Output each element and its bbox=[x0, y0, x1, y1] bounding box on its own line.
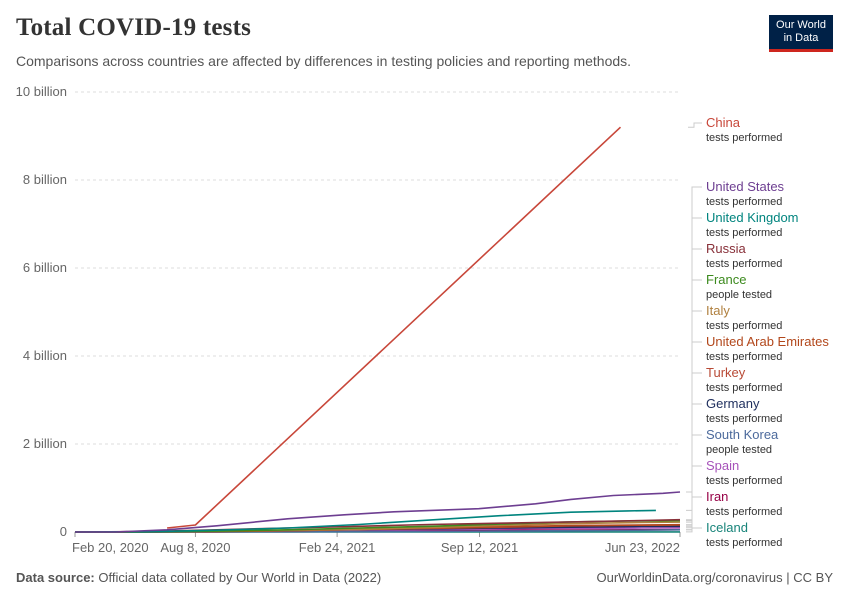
x-tick-label: Feb 24, 2021 bbox=[299, 540, 376, 555]
legend[interactable]: China tests performed United States tests p… bbox=[706, 115, 829, 549]
owid-logo[interactable]: Our World in Data bbox=[769, 15, 833, 52]
legend-connector-united-states bbox=[686, 186, 702, 493]
x-tick-label: Aug 8, 2020 bbox=[160, 540, 230, 555]
license-text: | CC BY bbox=[786, 570, 833, 585]
y-tick-label: 10 billion bbox=[16, 84, 67, 99]
legend-label-south-korea[interactable]: South Korea bbox=[706, 427, 779, 442]
legend-label-turkey[interactable]: Turkey bbox=[706, 365, 746, 380]
source-link[interactable]: OurWorldinData.org/coronavirus bbox=[596, 570, 783, 585]
legend-connector-iceland bbox=[686, 527, 702, 533]
legend-metric-france: people tested bbox=[706, 289, 772, 301]
legend-connector-germany bbox=[686, 403, 702, 527]
x-tick-label: Jun 23, 2022 bbox=[605, 540, 680, 555]
legend-connector-south-korea bbox=[686, 434, 702, 531]
chart-title: Total COVID-19 tests bbox=[16, 14, 252, 41]
series-line-united-states[interactable] bbox=[74, 491, 681, 533]
data-source-text: Official data collated by Our World in D… bbox=[98, 570, 382, 585]
y-axis-labels: 0 2 billion 4 billion 6 billion 8 billion 10 … bbox=[16, 84, 67, 539]
series-lines bbox=[74, 126, 681, 533]
x-tick-label: Sep 12, 2021 bbox=[441, 540, 518, 555]
legend-label-china[interactable]: China bbox=[706, 115, 741, 130]
legend-metric-germany: tests performed bbox=[706, 413, 782, 425]
series-line-china[interactable] bbox=[167, 126, 622, 529]
legend-connector-turkey bbox=[686, 372, 702, 526]
x-tick-label: Feb 20, 2020 bbox=[72, 540, 149, 555]
chart-subtitle: Comparisons across countries are affecte… bbox=[16, 53, 632, 69]
legend-connectors bbox=[686, 122, 702, 533]
legend-label-iceland[interactable]: Iceland bbox=[706, 520, 748, 535]
legend-label-united-arab-emirates[interactable]: United Arab Emirates bbox=[706, 334, 829, 349]
legend-label-united-states[interactable]: United States bbox=[706, 179, 785, 194]
legend-metric-united-arab-emirates: tests performed bbox=[706, 351, 782, 363]
legend-metric-united-states: tests performed bbox=[706, 196, 782, 208]
x-axis: Feb 20, 2020 Aug 8, 2020 Feb 24, 2021 Sep 1… bbox=[72, 532, 681, 555]
data-source-label: Data source: bbox=[16, 570, 95, 585]
legend-label-iran[interactable]: Iran bbox=[706, 489, 728, 504]
y-tick-label: 6 billion bbox=[23, 260, 67, 275]
series-line-united-kingdom[interactable] bbox=[74, 509, 656, 533]
legend-metric-south-korea: people tested bbox=[706, 444, 772, 456]
y-tick-label: 4 billion bbox=[23, 348, 67, 363]
logo-line-1: Our World bbox=[776, 19, 826, 31]
gridlines bbox=[75, 91, 680, 533]
logo-line-2: in Data bbox=[783, 32, 819, 44]
footer-credit: OurWorldinData.org/coronavirus | CC BY bbox=[596, 570, 833, 585]
legend-label-italy[interactable]: Italy bbox=[706, 303, 730, 318]
y-tick-label: 2 billion bbox=[23, 436, 67, 451]
legend-label-russia[interactable]: Russia bbox=[706, 241, 747, 256]
legend-connector-france bbox=[686, 279, 702, 522]
data-source: Data source: Official data collated by O… bbox=[16, 570, 381, 585]
legend-metric-turkey: tests performed bbox=[706, 382, 782, 394]
legend-metric-russia: tests performed bbox=[706, 258, 782, 270]
legend-metric-italy: tests performed bbox=[706, 320, 782, 332]
legend-label-united-kingdom[interactable]: United Kingdom bbox=[706, 210, 799, 225]
legend-connector-italy bbox=[686, 310, 702, 523]
legend-connector-united-kingdom bbox=[686, 217, 702, 511]
legend-label-spain[interactable]: Spain bbox=[706, 458, 739, 473]
legend-metric-iran: tests performed bbox=[706, 506, 782, 518]
legend-label-germany[interactable]: Germany bbox=[706, 396, 760, 411]
y-tick-label: 0 bbox=[60, 524, 67, 539]
legend-metric-iceland: tests performed bbox=[706, 537, 782, 549]
legend-label-france[interactable]: France bbox=[706, 272, 746, 287]
legend-connector-russia bbox=[686, 248, 702, 521]
legend-metric-united-kingdom: tests performed bbox=[706, 227, 782, 239]
y-tick-label: 8 billion bbox=[23, 172, 67, 187]
legend-connector-china bbox=[688, 122, 702, 128]
legend-metric-spain: tests performed bbox=[706, 475, 782, 487]
legend-connector-iran bbox=[686, 496, 702, 531]
legend-metric-china: tests performed bbox=[706, 132, 782, 144]
